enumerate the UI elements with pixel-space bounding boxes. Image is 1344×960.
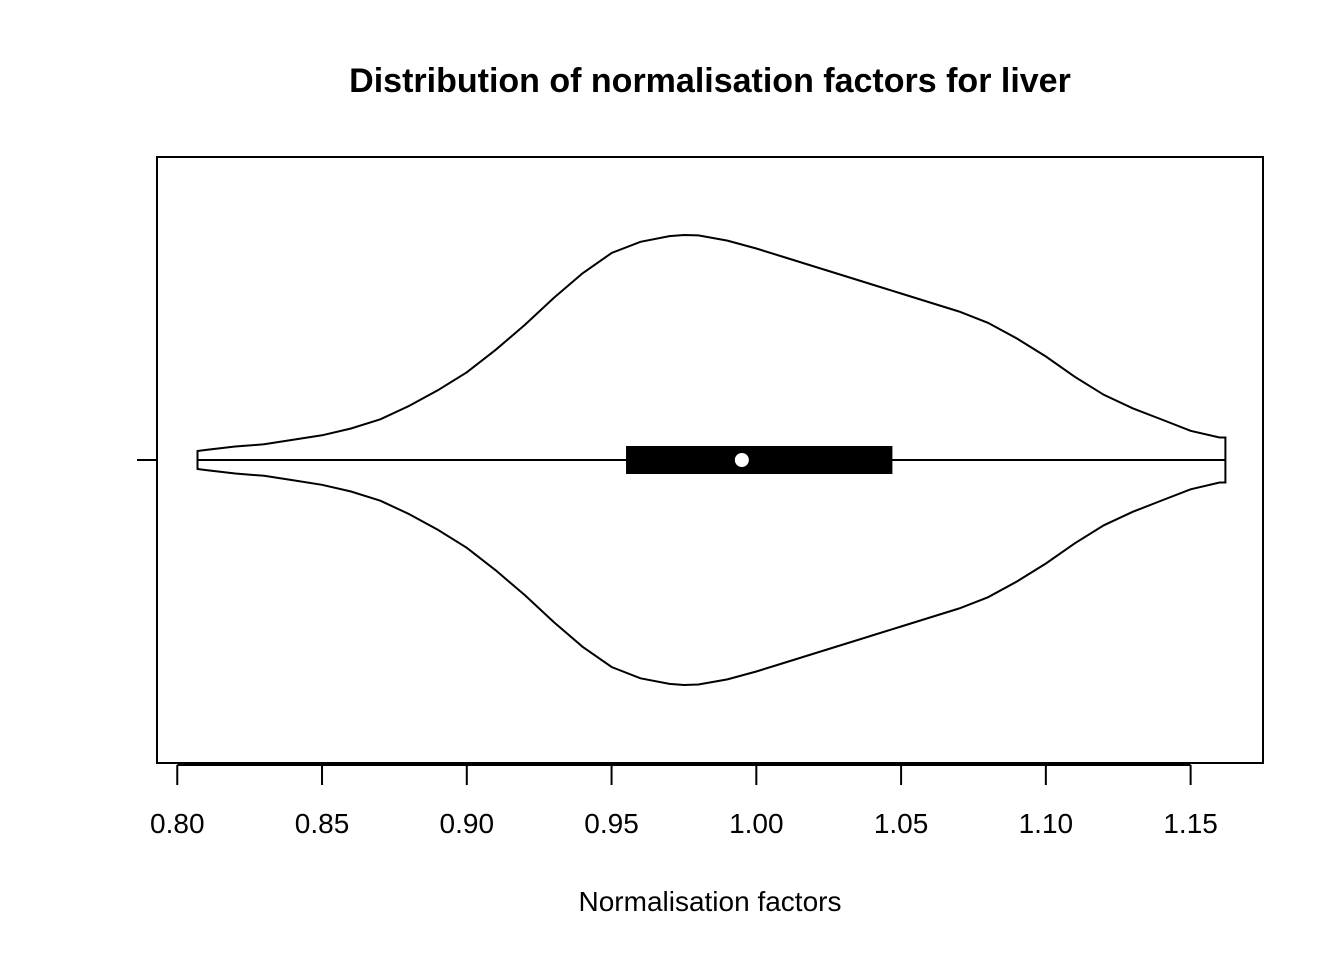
x-tick-label: 1.00 xyxy=(729,808,784,839)
x-axis-label: Normalisation factors xyxy=(579,886,842,917)
x-tick-label: 0.80 xyxy=(150,808,205,839)
x-tick-label: 1.15 xyxy=(1163,808,1218,839)
violin-series xyxy=(196,233,1227,687)
x-tick-label: 0.90 xyxy=(440,808,495,839)
chart-title: Distribution of normalisation factors fo… xyxy=(349,62,1071,100)
median-point xyxy=(734,453,749,467)
x-tick-label: 0.85 xyxy=(295,808,350,839)
x-tick-label: 1.05 xyxy=(874,808,929,839)
x-axis: 0.80 0.85 0.90 0.95 1.00 1.05 1.10 1.15 xyxy=(150,764,1218,839)
iqr-box xyxy=(626,446,893,474)
x-tick-label: 0.95 xyxy=(584,808,639,839)
x-tick-label: 1.10 xyxy=(1019,808,1074,839)
